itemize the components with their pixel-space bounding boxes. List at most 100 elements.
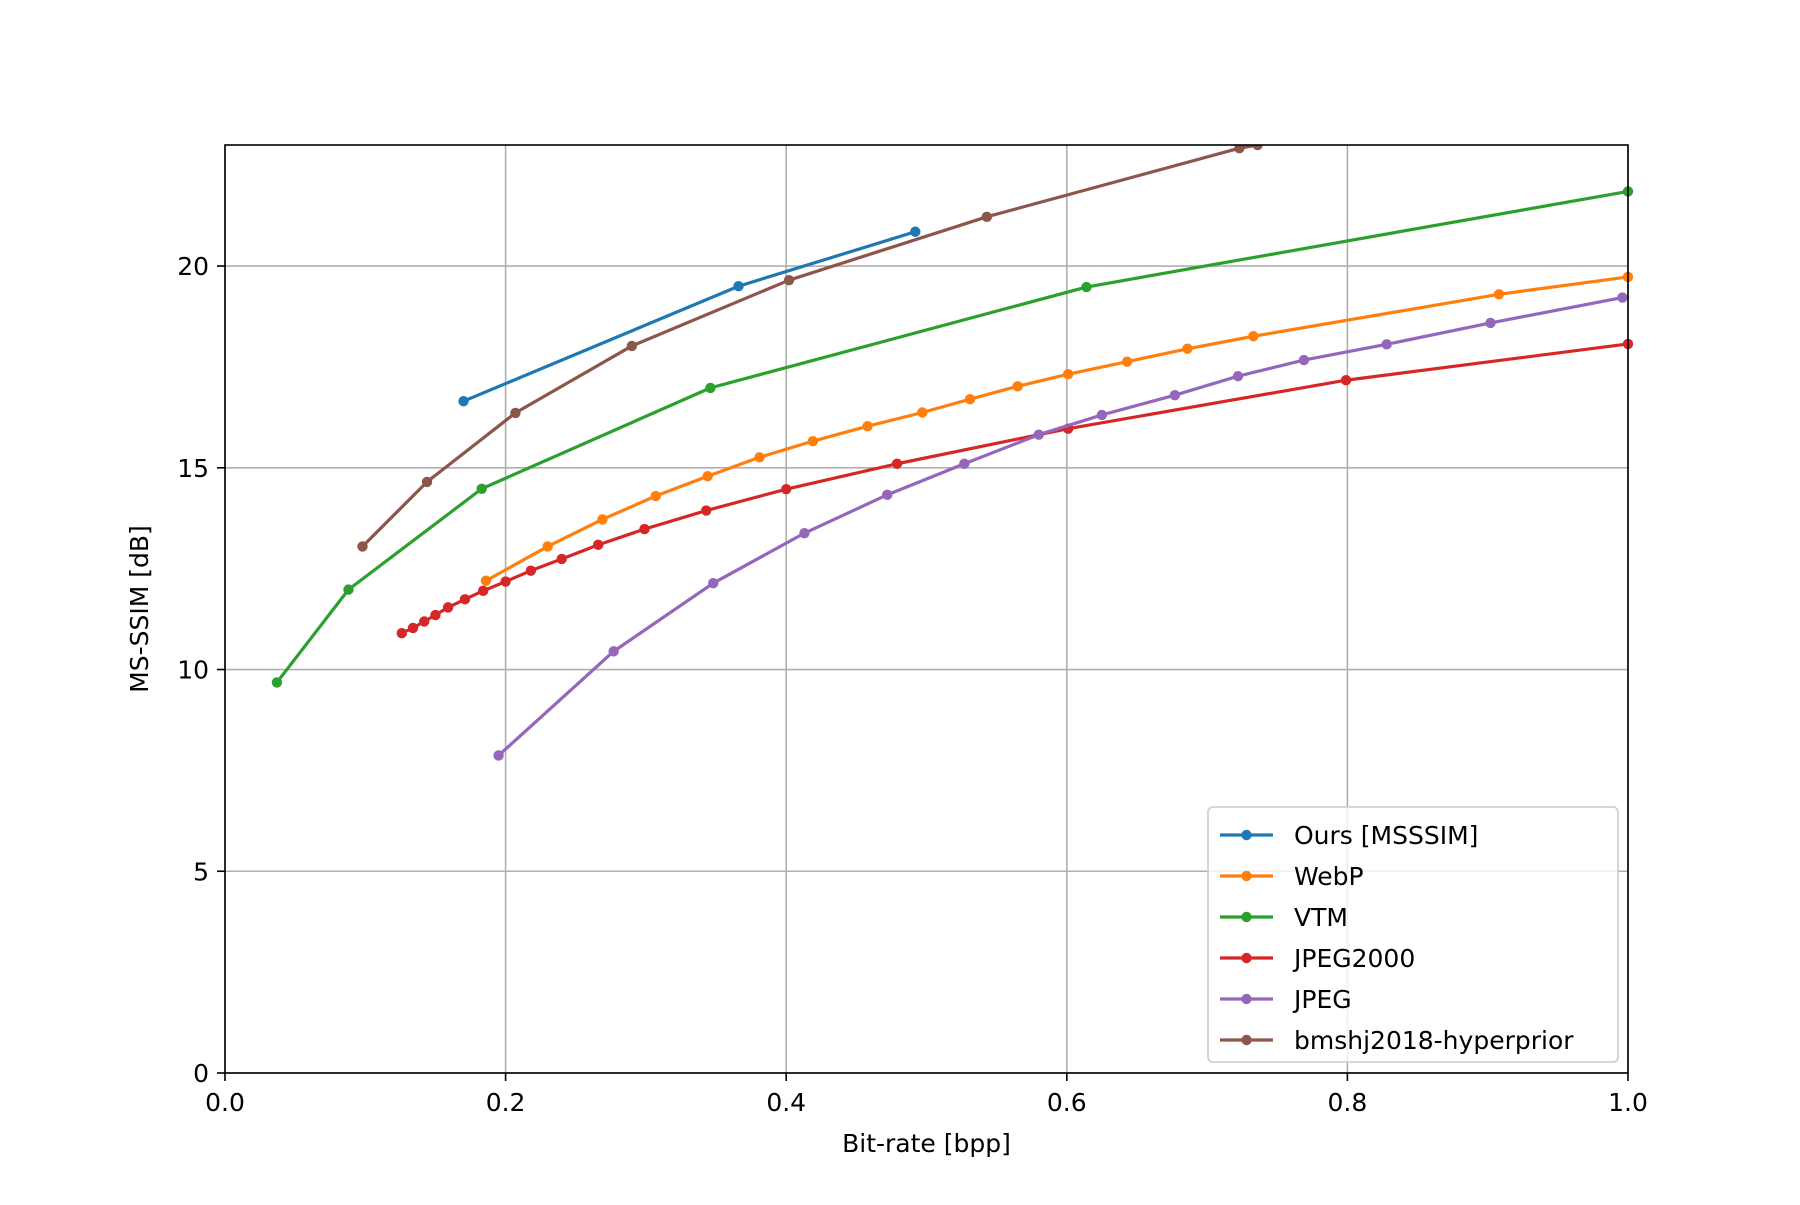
data-point — [1617, 292, 1628, 303]
data-point — [271, 677, 283, 688]
data-point — [421, 476, 433, 488]
x-tick-label: 1.0 — [1608, 1088, 1648, 1117]
plot-frame — [224, 144, 1629, 1074]
data-point — [799, 527, 810, 539]
y-tick-label: 0 — [193, 1059, 209, 1088]
series-2 — [271, 186, 1634, 688]
legend-swatch-marker — [1241, 993, 1252, 1005]
data-point — [525, 565, 537, 576]
data-point — [964, 393, 976, 405]
legend-swatch-marker — [1241, 911, 1252, 923]
data-point — [626, 340, 638, 352]
data-point — [1381, 339, 1392, 350]
data-point — [493, 750, 504, 761]
y-tick-label: 15 — [177, 454, 209, 483]
legend-box — [1207, 806, 1619, 1063]
data-point — [783, 274, 795, 286]
series-1 — [480, 271, 1634, 586]
data-point — [754, 452, 765, 463]
data-point — [459, 594, 471, 605]
data-point — [1081, 281, 1092, 293]
x-tick-label: 0.2 — [486, 1088, 526, 1117]
data-point — [480, 575, 492, 586]
data-point — [1182, 343, 1193, 354]
data-point — [1485, 317, 1496, 329]
data-point — [862, 421, 873, 432]
data-point — [442, 602, 454, 613]
data-point — [882, 489, 893, 501]
data-point — [1252, 145, 1263, 151]
y-tick-label: 10 — [177, 656, 209, 685]
legend-label: Ours [MSSSIM] — [1294, 821, 1478, 850]
data-point — [650, 490, 661, 502]
data-point — [1063, 368, 1074, 380]
data-point — [608, 646, 619, 657]
legend-label: WebP — [1294, 862, 1364, 891]
data-point — [1232, 370, 1244, 382]
data-point — [357, 541, 368, 552]
data-point — [542, 541, 553, 552]
series-line — [497, 295, 1623, 757]
data-point — [917, 407, 928, 418]
grid — [224, 145, 1629, 1074]
x-tick-label: 0.4 — [766, 1088, 806, 1117]
data-point — [705, 382, 716, 394]
data-point — [597, 514, 608, 525]
data-point — [419, 616, 430, 627]
data-point — [910, 226, 921, 237]
data-point — [708, 577, 719, 589]
series-3 — [396, 338, 1634, 639]
legend-label: JPEG — [1292, 985, 1352, 1014]
ticks: 0.0 0.2 0.4 0.6 0.8 1.0 0 5 10 15 20 — [177, 252, 1648, 1117]
data-point — [396, 628, 407, 639]
series-line — [275, 189, 1629, 684]
data-point — [1033, 429, 1044, 440]
data-point — [476, 483, 487, 494]
data-point — [1096, 409, 1108, 421]
series-0 — [458, 226, 921, 407]
legend-label: bmshj2018-hyperprior — [1294, 1026, 1574, 1055]
legend-swatch-marker — [1241, 870, 1252, 882]
data-point — [1012, 381, 1023, 392]
data-point — [430, 609, 441, 621]
legend-label: JPEG2000 — [1292, 944, 1415, 973]
data-point — [1340, 375, 1352, 386]
legend-label: VTM — [1294, 903, 1348, 932]
data-point — [702, 471, 713, 482]
data-point — [556, 553, 567, 565]
data-point — [981, 211, 993, 223]
data-point — [1121, 356, 1133, 367]
y-axis-label: MS-SSIM [dB] — [125, 525, 154, 693]
data-point — [510, 407, 521, 419]
data-point — [1493, 289, 1505, 300]
x-tick-label: 0.0 — [205, 1088, 245, 1117]
data-point — [891, 458, 903, 469]
data-point — [733, 281, 744, 292]
legend: Ours [MSSSIM] WebP VTM JPEG2000 JPEG bmshj201… — [1207, 806, 1619, 1063]
x-axis-label: Bit-rate [bpp] — [842, 1129, 1011, 1158]
data-point — [343, 584, 354, 595]
data-point — [477, 585, 489, 597]
series-line — [361, 145, 1258, 548]
data-point — [1248, 331, 1259, 342]
data-point — [1234, 145, 1245, 154]
data-point — [959, 458, 970, 469]
series-4 — [493, 292, 1628, 761]
series-layer — [271, 145, 1634, 761]
legend-swatch-marker — [1241, 952, 1252, 964]
data-point — [500, 576, 511, 587]
data-point — [458, 396, 469, 407]
data-point — [592, 539, 604, 551]
x-tick-label: 0.8 — [1328, 1088, 1368, 1117]
data-point — [701, 505, 712, 516]
legend-swatch-marker — [1241, 1034, 1252, 1046]
data-point — [639, 523, 650, 535]
x-tick-label: 0.6 — [1047, 1088, 1087, 1117]
data-point — [781, 483, 792, 495]
data-point — [1169, 389, 1181, 401]
series-5 — [357, 145, 1263, 552]
legend-swatch-marker — [1241, 829, 1252, 841]
y-tick-label: 20 — [177, 252, 209, 281]
